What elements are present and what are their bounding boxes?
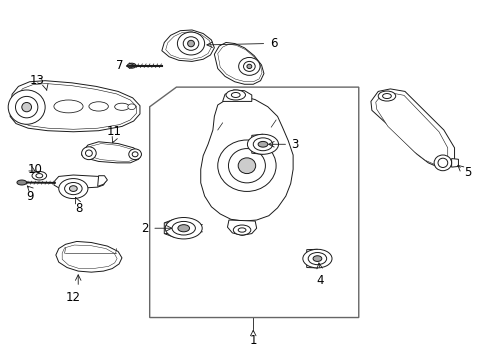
Ellipse shape	[36, 174, 42, 178]
Ellipse shape	[165, 217, 202, 239]
Text: 5: 5	[463, 166, 471, 179]
Ellipse shape	[17, 180, 27, 185]
Polygon shape	[10, 81, 140, 132]
Polygon shape	[451, 158, 458, 167]
Text: 9: 9	[26, 190, 33, 203]
Polygon shape	[214, 42, 264, 84]
Text: 6: 6	[269, 37, 277, 50]
Text: 11: 11	[106, 125, 122, 138]
Ellipse shape	[183, 37, 199, 50]
Text: 1: 1	[249, 334, 257, 347]
Text: 13: 13	[30, 74, 44, 87]
Polygon shape	[162, 30, 214, 62]
Ellipse shape	[178, 225, 189, 232]
Ellipse shape	[127, 104, 135, 110]
Ellipse shape	[64, 183, 82, 195]
Text: 2: 2	[141, 222, 148, 235]
Ellipse shape	[22, 103, 31, 112]
Ellipse shape	[253, 138, 272, 151]
Ellipse shape	[54, 100, 83, 113]
Ellipse shape	[231, 93, 240, 98]
Ellipse shape	[81, 147, 96, 159]
Ellipse shape	[238, 228, 245, 232]
Polygon shape	[201, 96, 292, 221]
Ellipse shape	[132, 152, 138, 157]
Polygon shape	[81, 142, 141, 163]
Text: 7: 7	[116, 59, 123, 72]
Ellipse shape	[187, 40, 194, 47]
Text: 8: 8	[75, 202, 82, 215]
Ellipse shape	[177, 32, 204, 55]
Ellipse shape	[238, 158, 255, 174]
Ellipse shape	[258, 141, 267, 147]
Ellipse shape	[228, 149, 265, 183]
Polygon shape	[251, 134, 263, 154]
Ellipse shape	[382, 94, 390, 99]
Ellipse shape	[246, 64, 251, 68]
Text: 12: 12	[66, 292, 81, 305]
Text: 4: 4	[316, 274, 324, 287]
Ellipse shape	[312, 256, 321, 261]
Text: 3: 3	[291, 138, 299, 151]
Ellipse shape	[16, 96, 38, 118]
Polygon shape	[227, 220, 256, 235]
Polygon shape	[306, 249, 317, 268]
Ellipse shape	[172, 221, 195, 235]
Ellipse shape	[85, 150, 92, 157]
Ellipse shape	[8, 90, 45, 124]
Ellipse shape	[302, 249, 331, 268]
Ellipse shape	[127, 63, 136, 68]
Polygon shape	[222, 90, 251, 102]
Polygon shape	[164, 219, 174, 237]
Ellipse shape	[437, 158, 447, 167]
Polygon shape	[375, 93, 447, 165]
Ellipse shape	[233, 225, 250, 235]
Ellipse shape	[433, 155, 451, 171]
Ellipse shape	[69, 186, 77, 192]
Text: 10: 10	[28, 163, 43, 176]
Ellipse shape	[377, 91, 395, 101]
Ellipse shape	[217, 140, 276, 192]
Polygon shape	[370, 89, 454, 167]
Ellipse shape	[238, 58, 260, 75]
Ellipse shape	[115, 103, 129, 111]
Ellipse shape	[307, 252, 326, 265]
Ellipse shape	[32, 171, 46, 180]
Ellipse shape	[128, 149, 141, 159]
Polygon shape	[56, 242, 122, 272]
Ellipse shape	[247, 134, 278, 154]
Ellipse shape	[59, 179, 88, 199]
Ellipse shape	[243, 62, 255, 71]
Ellipse shape	[225, 90, 245, 100]
Ellipse shape	[89, 102, 108, 111]
Polygon shape	[54, 175, 106, 189]
Polygon shape	[98, 176, 107, 186]
